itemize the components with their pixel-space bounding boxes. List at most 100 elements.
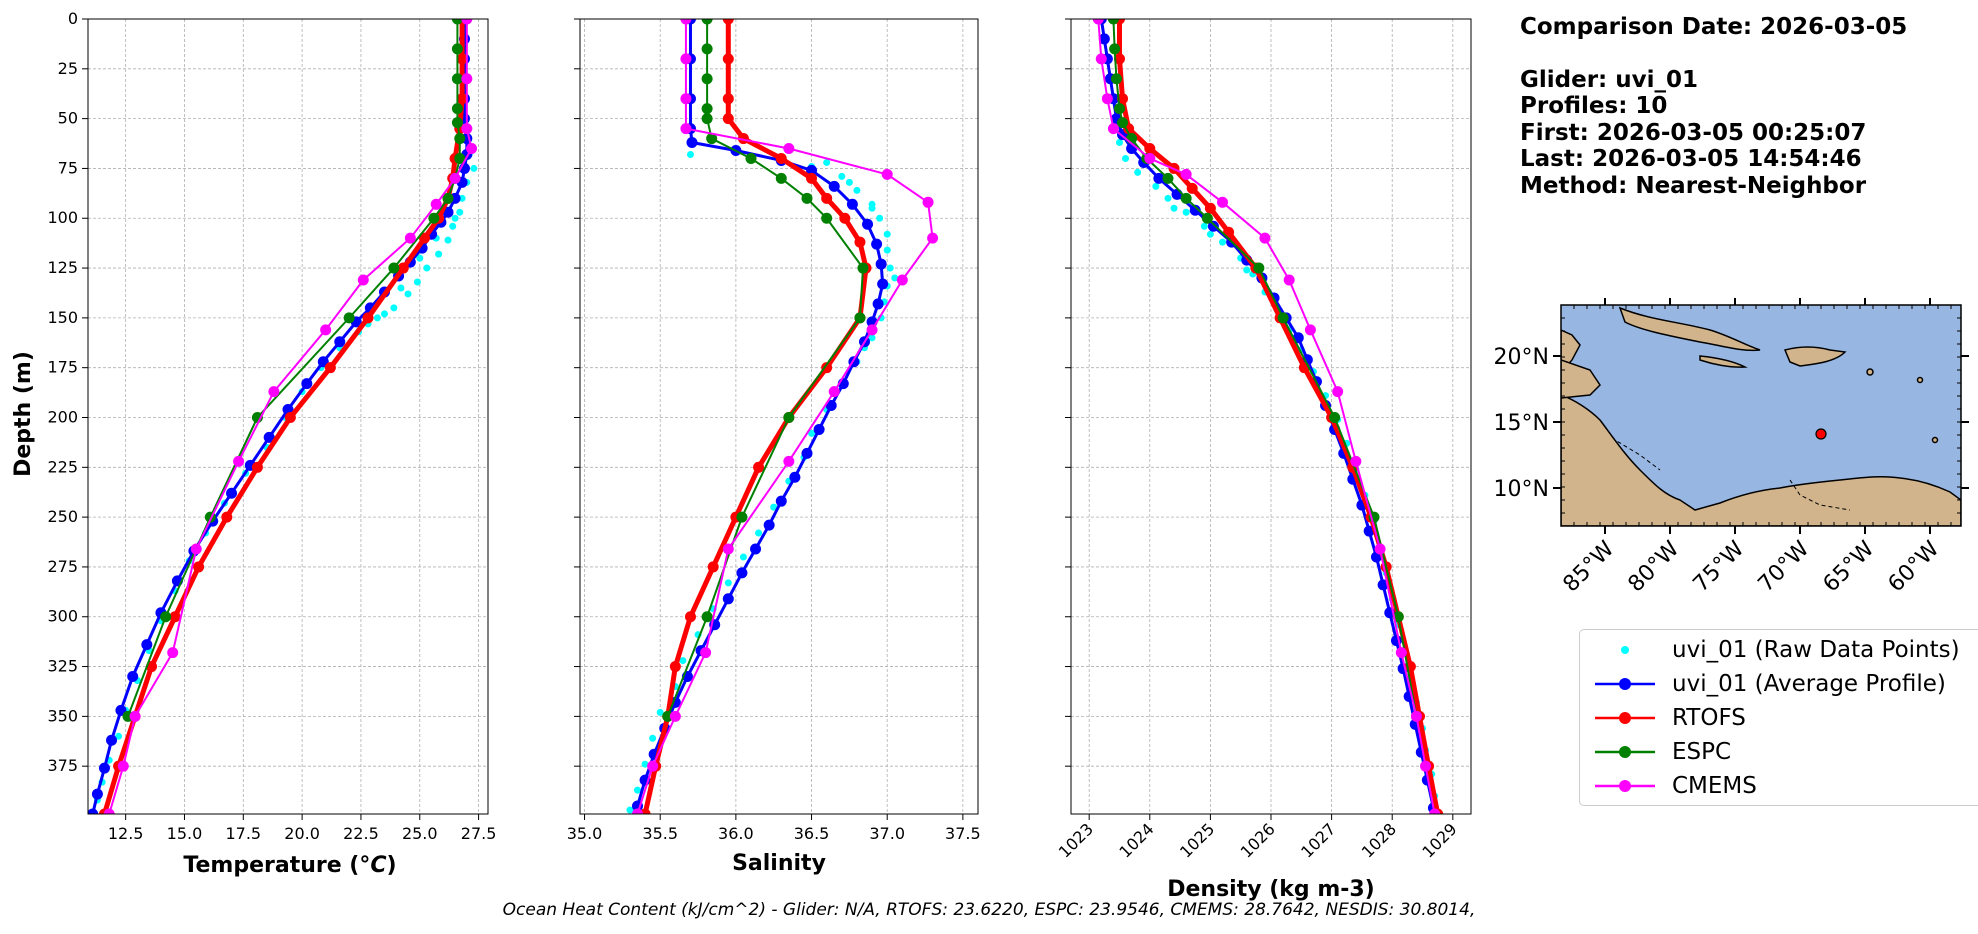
legend-swatch [1621, 646, 1629, 654]
series-marker [451, 73, 463, 85]
legend: uvi_01 (Raw Data Points) uvi_01 (Average … [1579, 629, 1978, 806]
data-point [1170, 204, 1178, 212]
data-point [891, 274, 899, 282]
x-tick-label: 1026 [1237, 819, 1279, 861]
series-marker [722, 19, 734, 25]
series-marker [857, 262, 869, 274]
series-marker [88, 808, 99, 814]
series-marker [1117, 117, 1129, 129]
legend-swatch [1595, 746, 1655, 758]
series-marker [775, 172, 787, 184]
series-cmems [1092, 19, 1441, 814]
series-marker [1144, 143, 1156, 155]
legend-swatch [1595, 712, 1655, 724]
series-marker [1098, 33, 1110, 45]
map-lon-label: 65°W [1819, 536, 1880, 597]
series-marker [1107, 19, 1119, 25]
map-lon-label: 80°W [1624, 536, 1685, 597]
data-point [886, 264, 894, 272]
series-marker [1395, 647, 1407, 659]
series-marker [284, 411, 296, 423]
series-marker [875, 258, 887, 270]
x-axis-label-density: Density (kg m-3) [1167, 877, 1375, 902]
series-marker [221, 511, 233, 523]
series-marker [801, 192, 813, 204]
series-marker [806, 164, 818, 176]
series-marker [334, 336, 346, 348]
x-tick-label: 36.5 [794, 824, 830, 843]
series-marker [871, 238, 883, 250]
series-marker [251, 461, 263, 473]
series-marker [1304, 324, 1316, 336]
series-marker [737, 133, 749, 145]
data-point [390, 304, 398, 312]
series-line [127, 19, 461, 717]
series-marker [750, 543, 762, 555]
series-marker [707, 561, 719, 573]
y-tick-label: 225 [47, 457, 78, 476]
data-point [739, 553, 747, 561]
series-marker [1329, 411, 1341, 423]
series-marker [451, 117, 463, 129]
series-marker [680, 53, 692, 65]
data-point [373, 314, 381, 322]
series-marker [404, 232, 416, 244]
data-point [456, 208, 464, 216]
y-tick-label: 50 [58, 109, 78, 128]
series-marker [388, 262, 400, 274]
x-tick-label: 1025 [1176, 819, 1218, 861]
series-marker [828, 386, 840, 398]
glider-location-marker [1815, 428, 1827, 440]
data-point [649, 734, 657, 742]
y-axis-label: Depth (m) [11, 351, 36, 477]
x-tick-label: 1024 [1115, 819, 1157, 861]
series-marker [1144, 152, 1156, 164]
series-marker [922, 196, 934, 208]
x-tick-label: 22.5 [343, 824, 379, 843]
series-marker [801, 447, 813, 459]
series-marker [1189, 204, 1201, 216]
map-lat-label: 20°N [1494, 345, 1549, 370]
series-rtofs [1113, 19, 1444, 814]
series-marker [190, 543, 202, 555]
y-tick-label: 350 [47, 706, 78, 725]
series-espc [1107, 19, 1422, 722]
series-marker [813, 423, 825, 435]
last-time: Last: 2026-03-05 14:54:46 [1520, 146, 1862, 172]
series-line [642, 19, 869, 814]
series-marker [783, 411, 795, 423]
series-line [1116, 19, 1441, 814]
y-tick-label: 275 [47, 557, 78, 576]
series-marker [461, 123, 473, 135]
series-marker [701, 113, 713, 125]
series-marker [397, 262, 409, 274]
series-marker [324, 362, 336, 374]
series-marker [449, 172, 461, 184]
data-point [1134, 168, 1142, 176]
series-marker [1420, 760, 1432, 772]
info-block: Comparison Date: 2026-03-05 Glider: uvi_… [1520, 14, 1907, 199]
series-marker [806, 172, 818, 184]
series-marker [680, 93, 692, 105]
series-marker [1095, 53, 1107, 65]
series-marker [706, 133, 718, 145]
data-point [876, 214, 884, 222]
series-marker [701, 103, 713, 115]
data-point [444, 236, 452, 244]
data-point [641, 760, 649, 768]
profile-count: Profiles: 10 [1520, 93, 1668, 119]
series-marker [1180, 192, 1192, 204]
series-marker [169, 611, 181, 623]
data-point [1152, 182, 1160, 190]
series-marker [461, 19, 473, 25]
series-marker [783, 455, 795, 467]
series-marker [669, 710, 681, 722]
series-marker [1113, 103, 1125, 115]
series-marker [821, 192, 833, 204]
series-marker [451, 43, 463, 55]
series-marker [701, 43, 713, 55]
series-marker [821, 212, 833, 224]
legend-entry: RTOFS [1590, 703, 1746, 733]
series-marker [263, 431, 275, 443]
series-marker [722, 93, 734, 105]
